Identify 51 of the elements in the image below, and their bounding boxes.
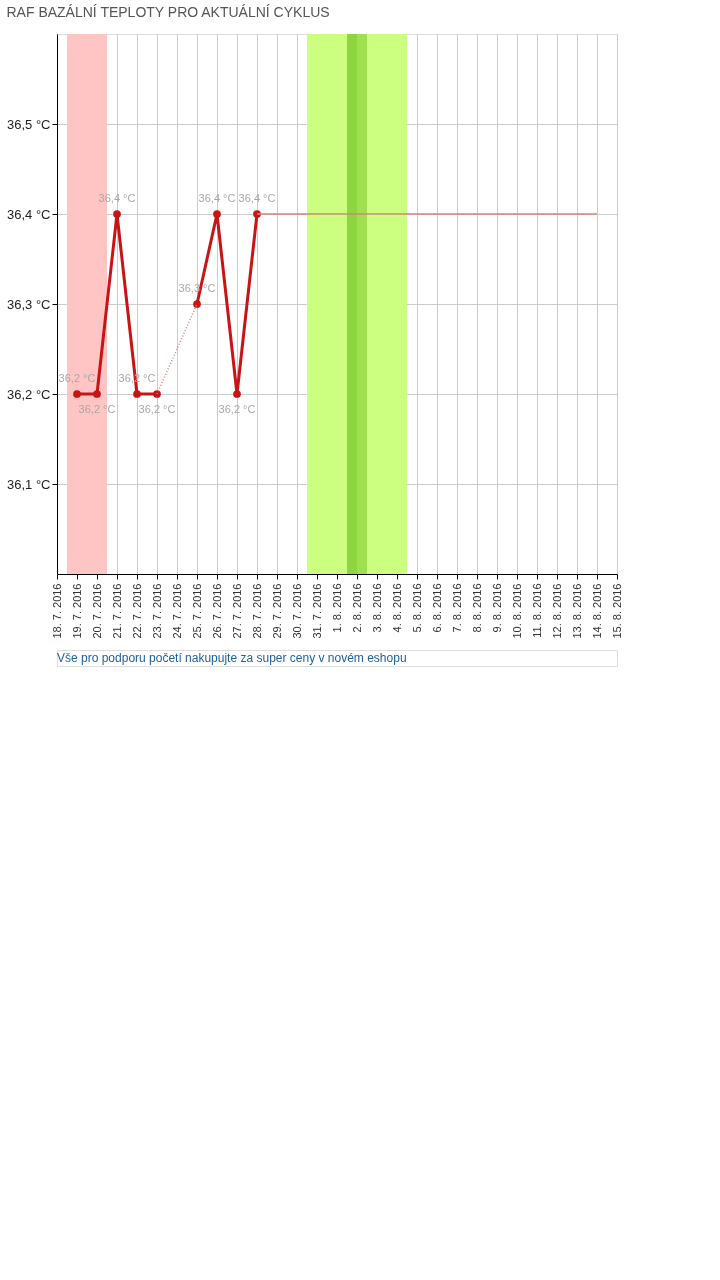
data-label: 36,4 °C (98, 192, 136, 204)
x-tick-label: 18. 7. 2016 (50, 583, 63, 639)
x-tick-label: 12. 8. 2016 (550, 583, 563, 639)
x-tick-label: 21. 7. 2016 (110, 583, 123, 639)
y-tick-label: 36,1 °C (6, 476, 51, 492)
data-label: 36,4 °C (198, 192, 236, 204)
x-tick-label: 27. 7. 2016 (230, 583, 243, 639)
point (233, 390, 241, 398)
data-label: 36,2 °C (78, 403, 116, 415)
x-tick-label: 25. 7. 2016 (190, 583, 203, 639)
y-tick-label: 36,5 °C (6, 116, 51, 132)
x-tick-label: 29. 7. 2016 (270, 583, 283, 639)
x-tick-label: 14. 8. 2016 (590, 583, 603, 639)
x-tick-label: 6. 8. 2016 (430, 583, 443, 633)
chart-title: RAF BAZÁLNÍ TEPLOTY PRO AKTUÁLNÍ CYKLUS (6, 4, 330, 20)
x-tick-label: 23. 7. 2016 (150, 583, 163, 639)
x-tick-label: 10. 8. 2016 (510, 583, 523, 639)
point (153, 390, 161, 398)
x-tick-label: 1. 8. 2016 (330, 583, 343, 633)
x-tick-label: 11. 8. 2016 (530, 583, 543, 638)
data-label: 36,4 °C (238, 192, 276, 204)
x-tick-label: 31. 7. 2016 (310, 583, 323, 639)
data-label: 36,2 °C (218, 403, 256, 415)
x-tick-label: 15. 8. 2016 (610, 583, 623, 639)
point (193, 300, 201, 308)
x-tick-label: 8. 8. 2016 (470, 583, 483, 633)
text: Vše pro podporu početí nakupujte za super ceny v novém eshopu (57, 651, 407, 665)
data-label: 36,2 °C (58, 372, 96, 384)
point (93, 390, 101, 398)
x-tick-label: 7. 8. 2016 (450, 583, 463, 633)
x-tick-label: 26. 7. 2016 (210, 583, 223, 639)
x-tick-label: 13. 8. 2016 (570, 583, 583, 639)
point (133, 390, 141, 398)
y-tick-label: 36,3 °C (6, 296, 51, 312)
point (73, 390, 81, 398)
x-tick-label: 3. 8. 2016 (370, 583, 383, 633)
x-tick-label: 9. 8. 2016 (490, 583, 503, 633)
x-tick-label: 28. 7. 2016 (250, 583, 263, 639)
data-label: 36,2 °C (138, 403, 176, 415)
y-tick-label: 36,2 °C (6, 386, 51, 402)
x-tick-label: 19. 7. 2016 (70, 583, 83, 639)
x-tick-label: 24. 7. 2016 (170, 583, 183, 639)
x-tick-label: 20. 7. 2016 (90, 583, 103, 639)
x-tick-label: 22. 7. 2016 (130, 583, 143, 639)
x-tick-label: 30. 7. 2016 (290, 583, 303, 639)
point (113, 210, 121, 218)
x-tick-label: 2. 8. 2016 (350, 583, 363, 633)
x-tick-label: 4. 8. 2016 (390, 583, 403, 633)
x-tick-label: 5. 8. 2016 (410, 583, 423, 633)
point (213, 210, 221, 218)
y-tick-label: 36,4 °C (6, 206, 51, 222)
